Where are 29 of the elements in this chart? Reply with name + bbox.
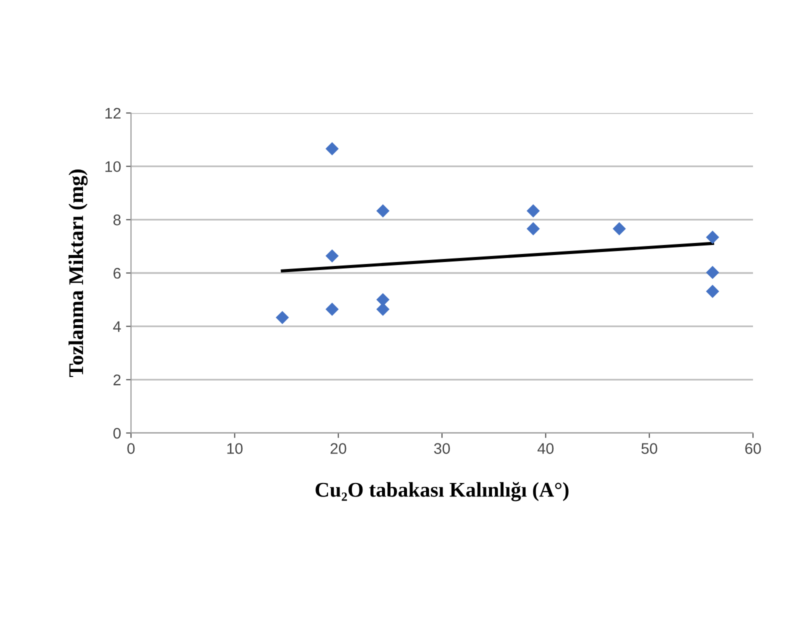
point xyxy=(326,142,339,156)
y-tick-label: 0 xyxy=(113,428,121,439)
point xyxy=(526,222,540,236)
point xyxy=(376,302,390,316)
point xyxy=(526,204,540,218)
y-tick-label: 12 xyxy=(105,108,121,119)
y-tick-label: 2 xyxy=(114,374,121,386)
point xyxy=(326,249,339,263)
x-tick-label: 20 xyxy=(330,443,346,454)
point xyxy=(706,230,720,244)
point xyxy=(612,222,626,236)
point xyxy=(376,293,390,306)
point xyxy=(706,284,720,298)
x-axis-title: Cu₂O tabakası Kalınlığı (A°) xyxy=(316,482,568,502)
y-tick-label: 6 xyxy=(114,268,121,279)
y-tick-label: 10 xyxy=(105,161,121,172)
point xyxy=(276,310,289,324)
y-tick-label: 4 xyxy=(113,321,121,332)
point xyxy=(376,204,390,218)
x-tick-label: 50 xyxy=(641,443,658,454)
point xyxy=(706,266,720,280)
point xyxy=(326,302,339,316)
x-tick-label: 10 xyxy=(227,443,243,454)
x-tick-label: 40 xyxy=(538,443,554,454)
x-tick-label: 60 xyxy=(745,443,761,454)
x-tick-label: 0 xyxy=(127,443,135,454)
x-tick-label: 30 xyxy=(434,443,450,454)
y-tick-label: 8 xyxy=(113,214,121,226)
y-axis-title: Tozlanma Miktarı (mg) xyxy=(68,170,88,378)
